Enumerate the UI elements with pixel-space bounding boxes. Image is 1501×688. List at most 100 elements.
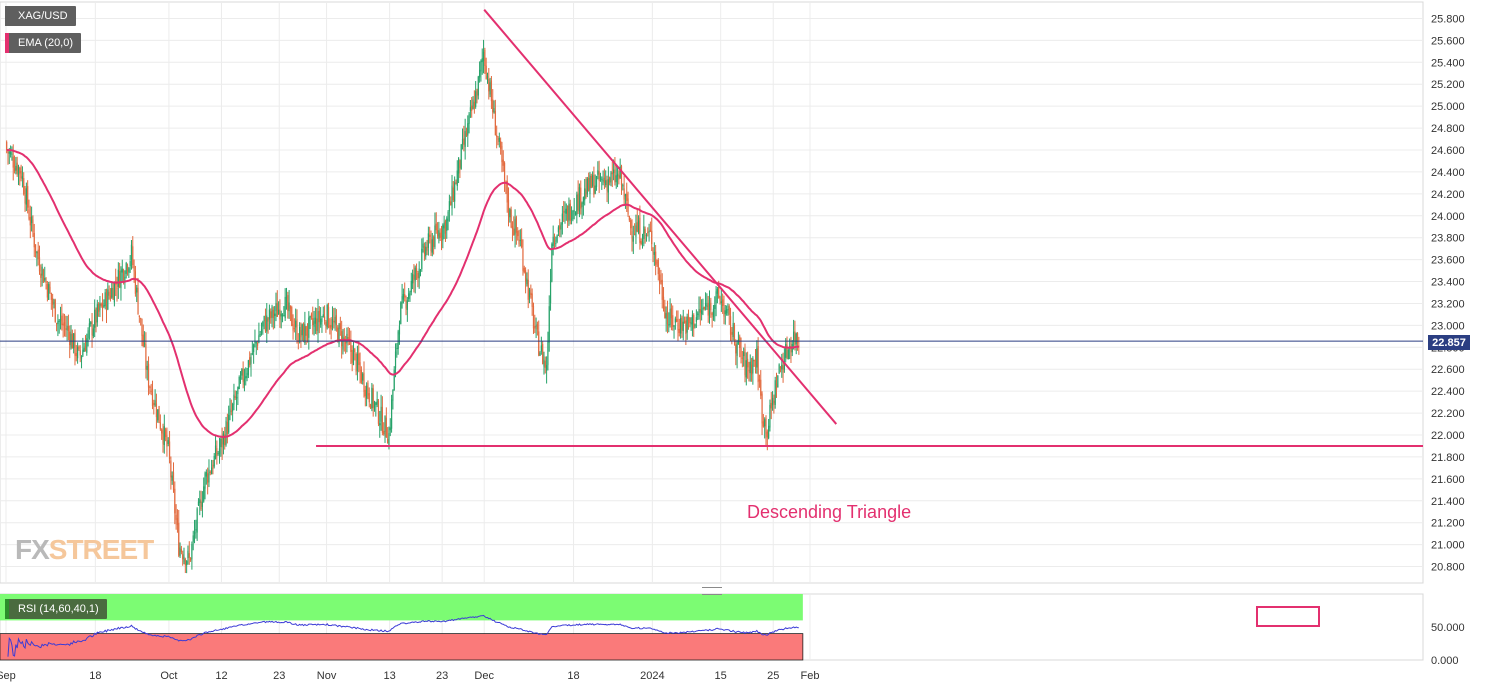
candle-up — [31, 216, 33, 224]
candle-down — [765, 417, 767, 435]
candle-down — [23, 178, 25, 195]
x-tick-label: Sep — [0, 670, 16, 682]
candle-up — [154, 400, 156, 406]
candle-down — [666, 311, 669, 325]
candle-down — [133, 265, 135, 272]
candle-up — [597, 170, 599, 175]
candle-down — [459, 160, 461, 168]
candle-up — [251, 353, 253, 355]
candle-down — [779, 367, 782, 369]
candle-up — [601, 178, 603, 180]
candle-up — [255, 341, 257, 344]
candle-down — [381, 406, 383, 433]
candle-down — [754, 360, 757, 367]
candle-down — [75, 352, 77, 357]
candle-up — [376, 399, 378, 405]
candle-up — [144, 343, 146, 345]
candle-up — [486, 76, 489, 78]
candle-down — [132, 246, 134, 266]
candle-up — [259, 334, 261, 336]
candle-up — [622, 185, 624, 187]
candle-down — [796, 333, 799, 344]
symbol-legend[interactable]: XAG/USD — [5, 6, 76, 26]
candle-down — [517, 230, 519, 237]
candle-up — [352, 350, 355, 365]
rsi-tick-label: 0.000 — [1431, 655, 1459, 667]
candle-up — [602, 179, 604, 182]
y-tick-label: 24.600 — [1431, 145, 1465, 157]
candle-down — [485, 65, 487, 80]
candle-up — [392, 390, 394, 401]
y-tick-label: 25.400 — [1431, 57, 1465, 69]
candle-up — [120, 270, 122, 289]
candle-down — [291, 307, 293, 327]
candle-down — [544, 360, 546, 368]
candle-down — [433, 236, 435, 247]
candle-down — [182, 554, 184, 560]
candle-down — [184, 558, 186, 566]
candle-down — [166, 435, 168, 447]
candle-up — [25, 188, 27, 205]
candle-up — [680, 318, 682, 334]
candle-up — [425, 246, 427, 257]
candle-down — [287, 295, 289, 311]
candle-down — [542, 344, 544, 364]
candle-down — [426, 247, 428, 251]
candle-up — [599, 176, 602, 180]
candle-down — [105, 293, 108, 311]
candle-up — [113, 282, 115, 303]
candle-down — [786, 344, 788, 358]
candle-down — [429, 234, 431, 237]
y-tick-label: 23.800 — [1431, 233, 1465, 245]
candle-down — [490, 80, 493, 102]
candle-up — [736, 342, 738, 356]
candle-down — [798, 345, 800, 347]
candle-up — [648, 231, 650, 233]
candle-down — [718, 286, 720, 298]
ema-label: EMA (20,0) — [18, 37, 74, 49]
candle-down — [569, 203, 571, 221]
candle-down — [523, 267, 525, 273]
candle-down — [492, 99, 494, 113]
candle-up — [334, 317, 336, 324]
candle-down — [639, 217, 641, 243]
candle-down — [337, 327, 339, 342]
candle-down — [636, 222, 638, 232]
candle-down — [345, 342, 347, 344]
candle-up — [17, 166, 20, 175]
candle-down — [360, 369, 362, 383]
candle-up — [48, 284, 50, 300]
candle-down — [387, 439, 389, 444]
grid-lines — [0, 2, 1423, 660]
candle-down — [588, 177, 590, 191]
candle-down — [530, 292, 532, 295]
candle-down — [19, 167, 21, 174]
candle-up — [555, 243, 557, 245]
candle-down — [501, 145, 503, 163]
candle-down — [170, 460, 172, 478]
ema-legend[interactable]: EMA (20,0) — [5, 33, 82, 53]
candle-up — [549, 280, 552, 304]
candle-up — [313, 321, 315, 327]
candle-down — [522, 248, 524, 271]
rsi-legend[interactable]: RSI (14,60,40,1) — [5, 599, 107, 619]
candle-up — [637, 220, 640, 233]
candle-down — [606, 179, 608, 191]
candle-down — [747, 358, 749, 368]
candle-up — [589, 175, 591, 194]
candle-up — [457, 157, 460, 174]
candle-down — [33, 232, 35, 248]
candle-up — [695, 317, 697, 322]
pane-resize-handle[interactable] — [702, 587, 722, 595]
candle-down — [415, 268, 418, 272]
candle-up — [308, 317, 310, 338]
candle-down — [590, 175, 592, 188]
candle-down — [126, 265, 129, 272]
candle-up — [124, 276, 126, 282]
candle-up — [238, 376, 240, 390]
candle-down — [256, 342, 259, 346]
candle-down — [224, 434, 226, 446]
candle-up — [222, 433, 225, 445]
candle-up — [781, 364, 783, 370]
